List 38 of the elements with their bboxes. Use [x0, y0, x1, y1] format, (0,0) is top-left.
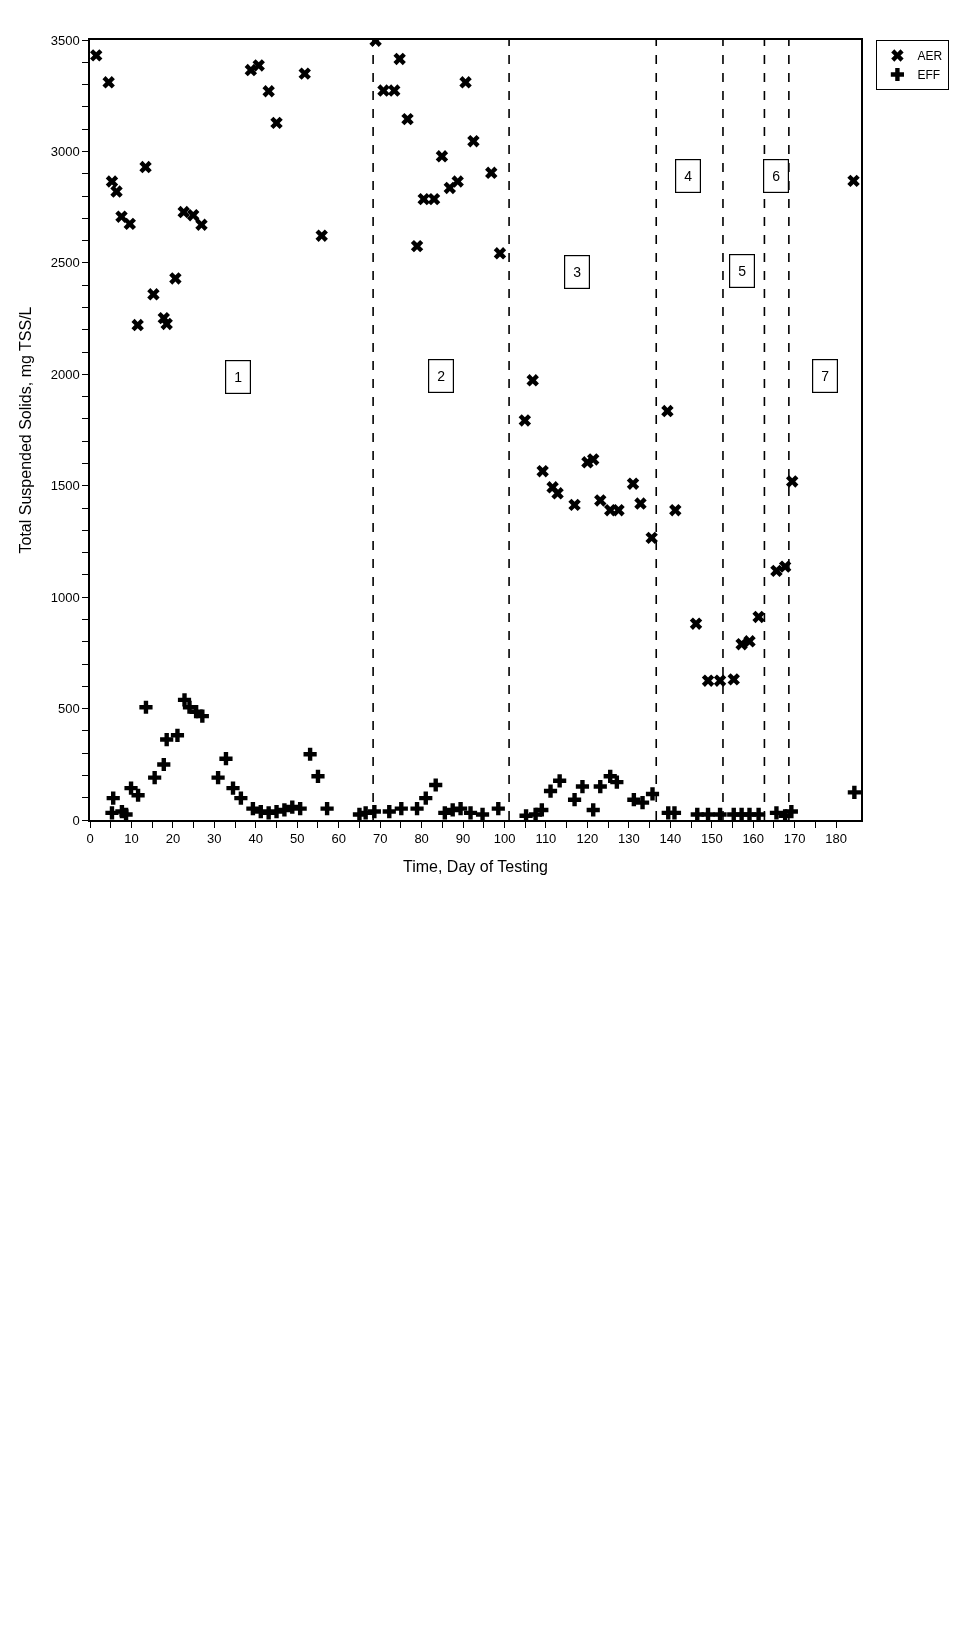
y-tick-label: 2500 — [50, 255, 80, 271]
y-tick-label: 3500 — [50, 32, 80, 48]
x-tick-label: 100 — [493, 831, 516, 847]
annotation: 4 — [684, 168, 693, 185]
annotation: 6 — [772, 168, 781, 185]
x-tick-label: 180 — [825, 831, 847, 847]
y-tick-label: 0 — [72, 812, 80, 828]
x-axis-title: Time, Day of Testing — [403, 857, 548, 875]
annotation: 5 — [738, 263, 747, 280]
annotation: 3 — [573, 264, 582, 281]
x-tick-label: 130 — [618, 831, 640, 847]
x-tick-label: 50 — [290, 831, 305, 847]
x-tick-label: 10 — [124, 831, 139, 847]
y-tick-label: 2000 — [50, 366, 80, 382]
x-tick-label: 120 — [576, 831, 599, 847]
y-tick-label: 500 — [57, 701, 80, 717]
x-tick-label: 60 — [331, 831, 346, 847]
annotation: 2 — [437, 368, 446, 385]
x-tick-label: 160 — [742, 831, 765, 847]
y-tick-label: 1500 — [50, 478, 80, 494]
x-tick-label: 170 — [783, 831, 806, 847]
x-tick-label: 80 — [414, 831, 429, 847]
x-tick-label: 30 — [207, 831, 222, 847]
y-axis-title: Total Suspended Solids, mg TSS/L — [17, 306, 35, 554]
x-tick-label: 40 — [248, 831, 264, 847]
x-tick-label: 70 — [372, 831, 388, 847]
annotation: 1 — [234, 369, 243, 386]
x-tick-label: 20 — [165, 831, 181, 847]
x-tick-label: 0 — [86, 831, 94, 847]
y-tick-label: 3000 — [50, 143, 80, 159]
x-tick-label: 110 — [535, 831, 557, 847]
legend-label: AER — [917, 49, 943, 64]
x-tick-label: 90 — [455, 831, 471, 847]
legend-label: EFF — [917, 68, 941, 83]
annotation: 7 — [821, 368, 830, 385]
y-tick-label: 1000 — [50, 589, 80, 605]
x-tick-label: 150 — [700, 831, 723, 847]
x-tick-label: 140 — [659, 831, 682, 847]
